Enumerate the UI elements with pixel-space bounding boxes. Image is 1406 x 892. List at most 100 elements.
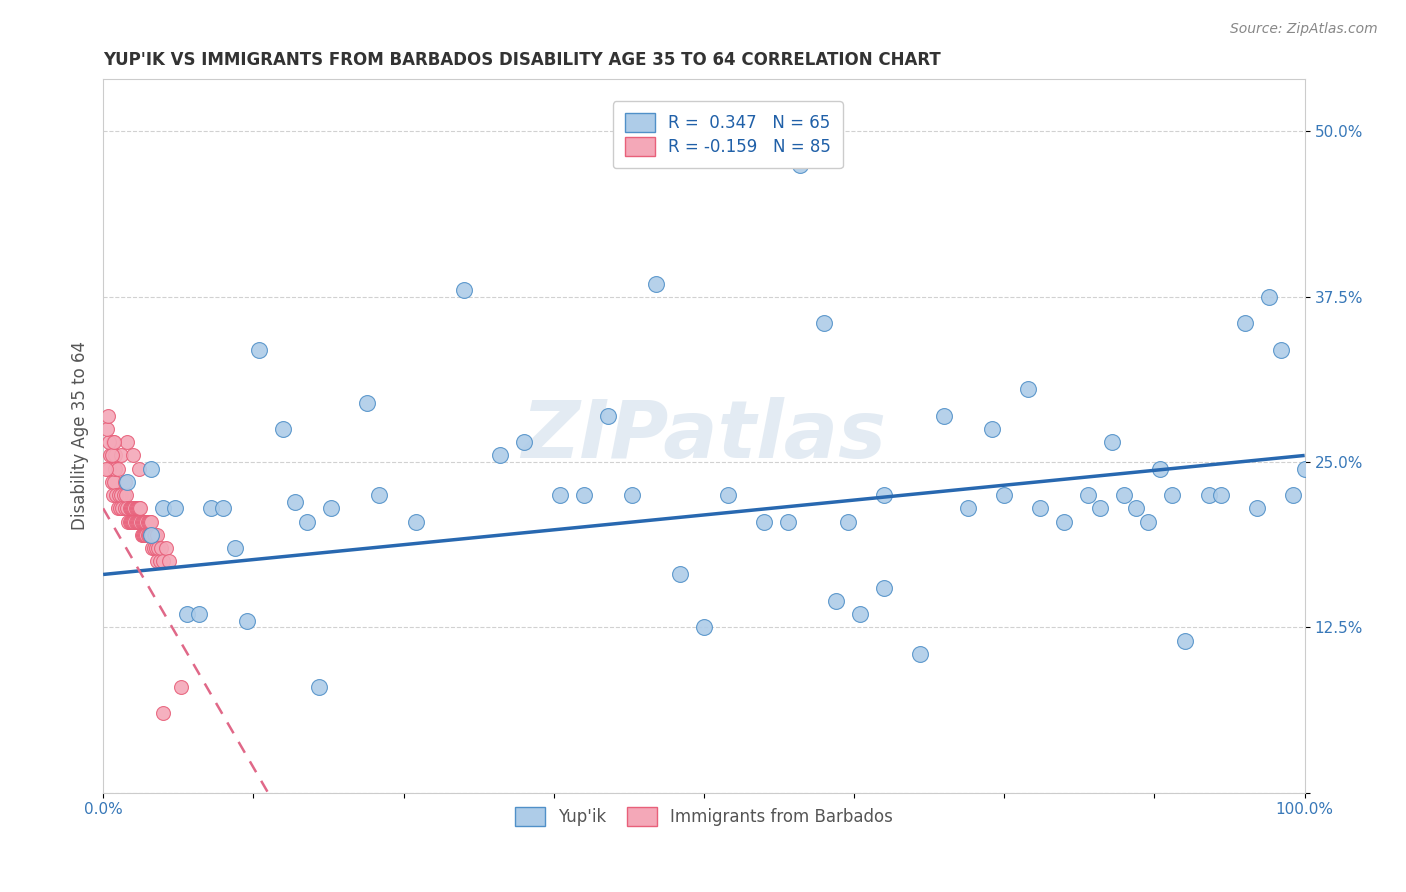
Point: [128, 515, 150, 529]
Point: [1125, 501, 1147, 516]
Point: [145, 541, 167, 555]
Point: [139, 528, 162, 542]
Point: [993, 488, 1015, 502]
Point: [128, 461, 150, 475]
Point: [131, 515, 153, 529]
Point: [165, 501, 187, 516]
Point: [908, 647, 931, 661]
Point: [152, 501, 174, 516]
Point: [148, 541, 170, 555]
Point: [224, 541, 246, 555]
Point: [1233, 316, 1256, 330]
Point: [127, 515, 149, 529]
Point: [146, 528, 169, 542]
Point: [236, 614, 259, 628]
Point: [512, 435, 534, 450]
Point: [596, 409, 619, 423]
Point: [149, 541, 172, 555]
Point: [110, 449, 132, 463]
Point: [837, 515, 859, 529]
Point: [115, 435, 138, 450]
Point: [548, 488, 571, 502]
Point: [125, 515, 148, 529]
Point: [212, 501, 235, 516]
Point: [101, 488, 124, 502]
Point: [188, 607, 211, 621]
Point: [488, 449, 510, 463]
Point: [141, 515, 163, 529]
Point: [572, 488, 595, 502]
Point: [1053, 515, 1076, 529]
Point: [120, 515, 142, 529]
Point: [752, 515, 775, 529]
Point: [873, 581, 896, 595]
Point: [146, 554, 169, 568]
Point: [107, 461, 129, 475]
Point: [122, 515, 145, 529]
Point: [284, 494, 307, 508]
Point: [308, 680, 330, 694]
Point: [100, 449, 122, 463]
Text: ZIPatlas: ZIPatlas: [522, 397, 886, 475]
Point: [143, 528, 166, 542]
Point: [1294, 461, 1316, 475]
Point: [135, 515, 157, 529]
Point: [170, 680, 193, 694]
Point: [1029, 501, 1052, 516]
Point: [1090, 501, 1112, 516]
Point: [114, 501, 136, 516]
Point: [132, 515, 155, 529]
Point: [107, 501, 129, 516]
Point: [1077, 488, 1099, 502]
Point: [136, 528, 159, 542]
Point: [129, 515, 152, 529]
Point: [1149, 461, 1171, 475]
Point: [368, 488, 391, 502]
Point: [111, 501, 134, 516]
Point: [1246, 501, 1268, 516]
Point: [1173, 633, 1195, 648]
Point: [107, 488, 129, 502]
Point: [101, 435, 124, 450]
Point: [138, 515, 160, 529]
Point: [200, 501, 222, 516]
Point: [115, 501, 138, 516]
Point: [356, 395, 378, 409]
Point: [1137, 515, 1160, 529]
Point: [96, 422, 118, 436]
Point: [152, 706, 174, 721]
Point: [141, 461, 163, 475]
Point: [122, 449, 145, 463]
Point: [155, 541, 177, 555]
Point: [128, 501, 150, 516]
Point: [94, 461, 117, 475]
Point: [644, 277, 666, 291]
Point: [873, 488, 896, 502]
Point: [1281, 488, 1303, 502]
Point: [132, 528, 155, 542]
Point: [134, 528, 156, 542]
Point: [132, 515, 155, 529]
Point: [139, 515, 162, 529]
Point: [157, 554, 180, 568]
Point: [105, 488, 128, 502]
Point: [108, 501, 131, 516]
Point: [620, 488, 643, 502]
Point: [124, 515, 146, 529]
Point: [118, 515, 141, 529]
Point: [297, 515, 319, 529]
Point: [110, 488, 132, 502]
Point: [789, 157, 811, 171]
Point: [124, 501, 146, 516]
Point: [247, 343, 270, 357]
Point: [98, 449, 121, 463]
Point: [405, 515, 427, 529]
Point: [1198, 488, 1220, 502]
Point: [813, 316, 835, 330]
Point: [1257, 290, 1279, 304]
Point: [129, 501, 152, 516]
Point: [1101, 435, 1123, 450]
Point: [693, 620, 716, 634]
Point: [115, 488, 138, 502]
Point: [121, 501, 143, 516]
